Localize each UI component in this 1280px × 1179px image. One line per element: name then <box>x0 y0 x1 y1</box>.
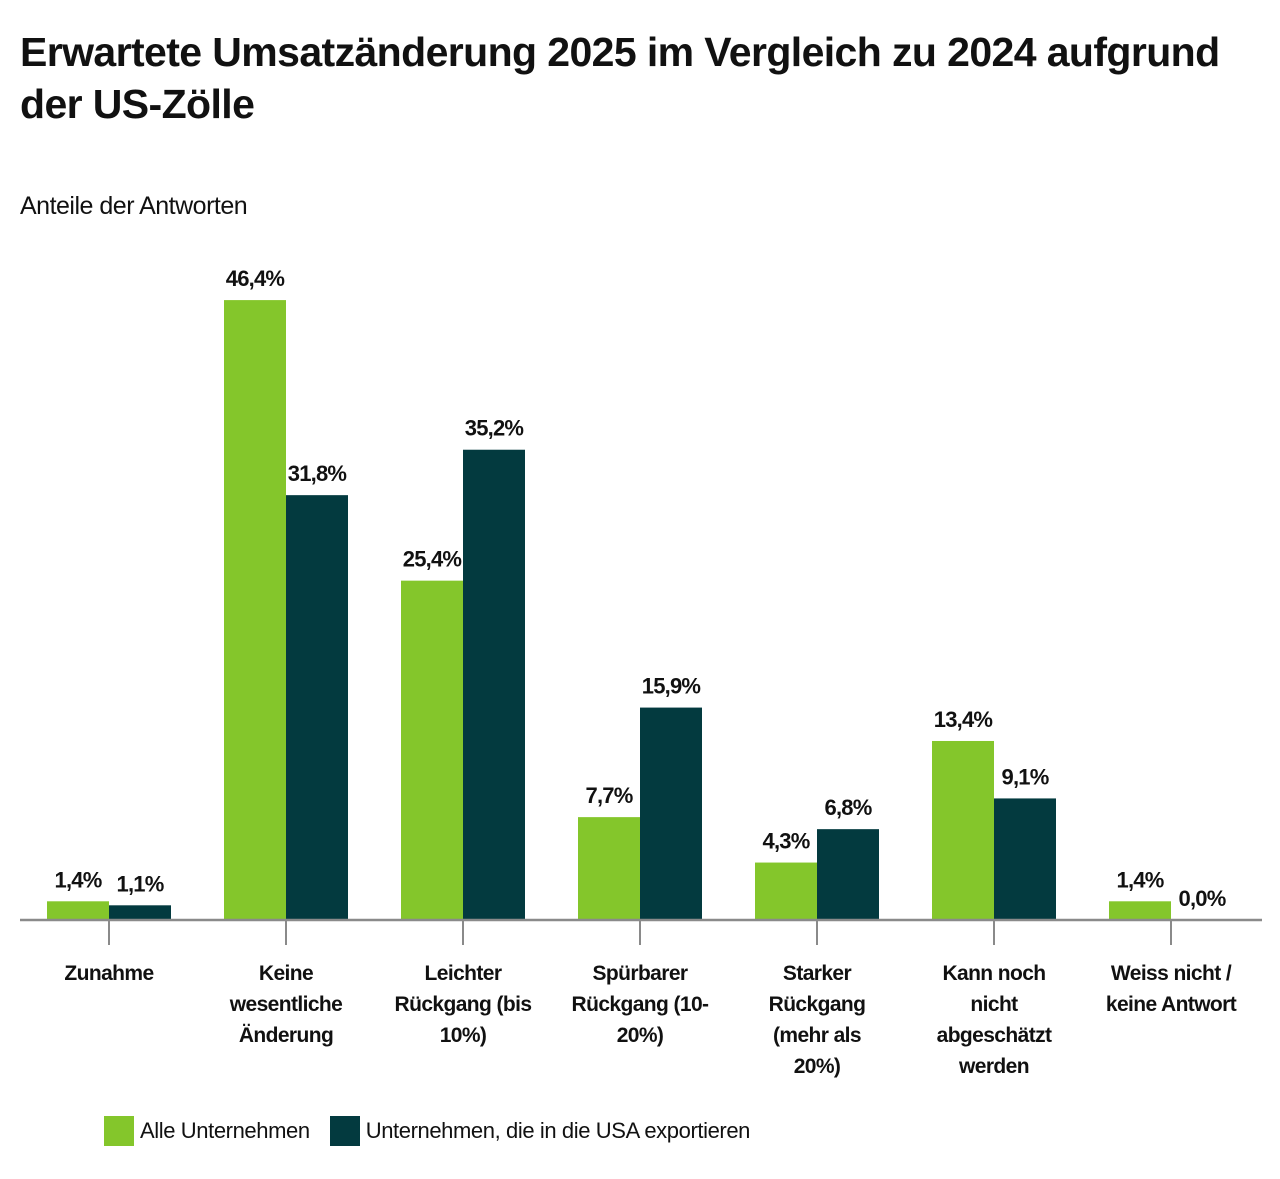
category-label-line: Weiss nicht / <box>1111 962 1232 985</box>
chart-subtitle: Anteile der Antworten <box>20 192 248 220</box>
bar-alle-2 <box>401 580 463 920</box>
value-label-alle-3: 7,7% <box>586 783 633 808</box>
value-labels-group: 1,4% 1,1% 46,4% 31,8% 25,4% 35,2% 7,7% 15,9% 4,3… <box>55 266 1227 911</box>
bars-group <box>47 300 1171 920</box>
category-label-3: Spürbarer Rückgang (10- 20%) <box>572 962 709 1047</box>
category-label-line: Leichter <box>425 962 502 985</box>
category-label-line: wesentliche <box>229 993 342 1016</box>
bar-usa-4 <box>817 829 879 920</box>
value-label-usa-2: 35,2% <box>465 416 524 441</box>
legend-label-alle: Alle Unternehmen <box>140 1118 310 1143</box>
bar-alle-0 <box>47 901 109 920</box>
bar-alle-3 <box>578 817 640 920</box>
bar-alle-1 <box>224 300 286 920</box>
chart-title: Erwartete Umsatzänderung 2025 im Verglei… <box>20 29 1220 127</box>
bar-alle-5 <box>932 740 994 920</box>
category-label-line: 10%) <box>440 1024 487 1047</box>
bar-alle-4 <box>755 862 817 920</box>
category-label-line: Rückgang (10- <box>572 993 709 1016</box>
legend-item-alle: Alle Unternehmen <box>104 1116 310 1146</box>
category-label-2: Leichter Rückgang (bis 10%) <box>395 962 532 1047</box>
bar-usa-1 <box>286 495 348 920</box>
legend-swatch-usa <box>329 1116 360 1146</box>
bar-alle-6 <box>1109 901 1171 920</box>
category-label-line: Kann noch <box>942 962 1045 985</box>
category-label-line: Keine <box>259 962 313 985</box>
bar-usa-2 <box>463 449 525 920</box>
value-label-usa-6: 0,0% <box>1179 886 1226 911</box>
category-label-line: Änderung <box>239 1024 333 1047</box>
category-label-line: werden <box>958 1055 1029 1078</box>
value-label-alle-5: 13,4% <box>934 707 993 732</box>
category-label-line: 20%) <box>617 1024 664 1047</box>
bar-usa-3 <box>640 707 702 920</box>
x-axis <box>20 918 1262 945</box>
category-label-0: Zunahme <box>64 962 153 985</box>
legend-swatch-alle <box>104 1116 134 1146</box>
category-label-4: Starker Rückgang (mehr als 20%) <box>769 962 866 1078</box>
value-label-usa-5: 9,1% <box>1002 764 1049 789</box>
category-label-line: Rückgang (bis <box>395 993 532 1016</box>
value-label-usa-1: 31,8% <box>288 461 347 486</box>
legend-label-usa: Unternehmen, die in die USA exportieren <box>365 1118 751 1143</box>
category-label-line: Rückgang <box>769 993 866 1016</box>
value-label-alle-6: 1,4% <box>1117 867 1164 892</box>
value-label-alle-2: 25,4% <box>403 547 462 572</box>
category-label-5: Kann noch nicht abgeschätzt werden <box>937 962 1052 1078</box>
bar-usa-5 <box>994 798 1056 920</box>
category-label-1: Keine wesentliche Änderung <box>229 962 342 1047</box>
legend: Alle Unternehmen Unternehmen, die in die… <box>104 1116 770 1146</box>
category-label-line: keine Antwort <box>1106 993 1237 1016</box>
category-label-6: Weiss nicht / keine Antwort <box>1106 962 1237 1016</box>
category-labels-group: Zunahme Keine wesentliche Änderung Leichter R… <box>64 962 1237 1078</box>
category-label-line: nicht <box>970 993 1018 1016</box>
category-label-line: 20%) <box>794 1055 841 1078</box>
value-label-alle-1: 46,4% <box>226 266 285 291</box>
value-label-usa-3: 15,9% <box>642 674 701 699</box>
category-label-line: (mehr als <box>773 1024 861 1047</box>
value-label-alle-4: 4,3% <box>763 829 810 854</box>
category-label-line: Starker <box>783 962 852 985</box>
bar-usa-0 <box>109 905 171 920</box>
value-label-alle-0: 1,4% <box>55 867 102 892</box>
bar-chart: 1,4% 1,1% 46,4% 31,8% 25,4% 35,2% 7,7% 15,9% 4,3… <box>20 266 1262 1078</box>
category-label-line: Spürbarer <box>593 962 688 985</box>
legend-item-usa: Unternehmen, die in die USA exportieren <box>329 1116 751 1146</box>
value-label-usa-0: 1,1% <box>117 871 164 896</box>
category-label-line: Zunahme <box>64 962 153 985</box>
category-label-line: abgeschätzt <box>937 1024 1052 1047</box>
value-label-usa-4: 6,8% <box>825 795 872 820</box>
